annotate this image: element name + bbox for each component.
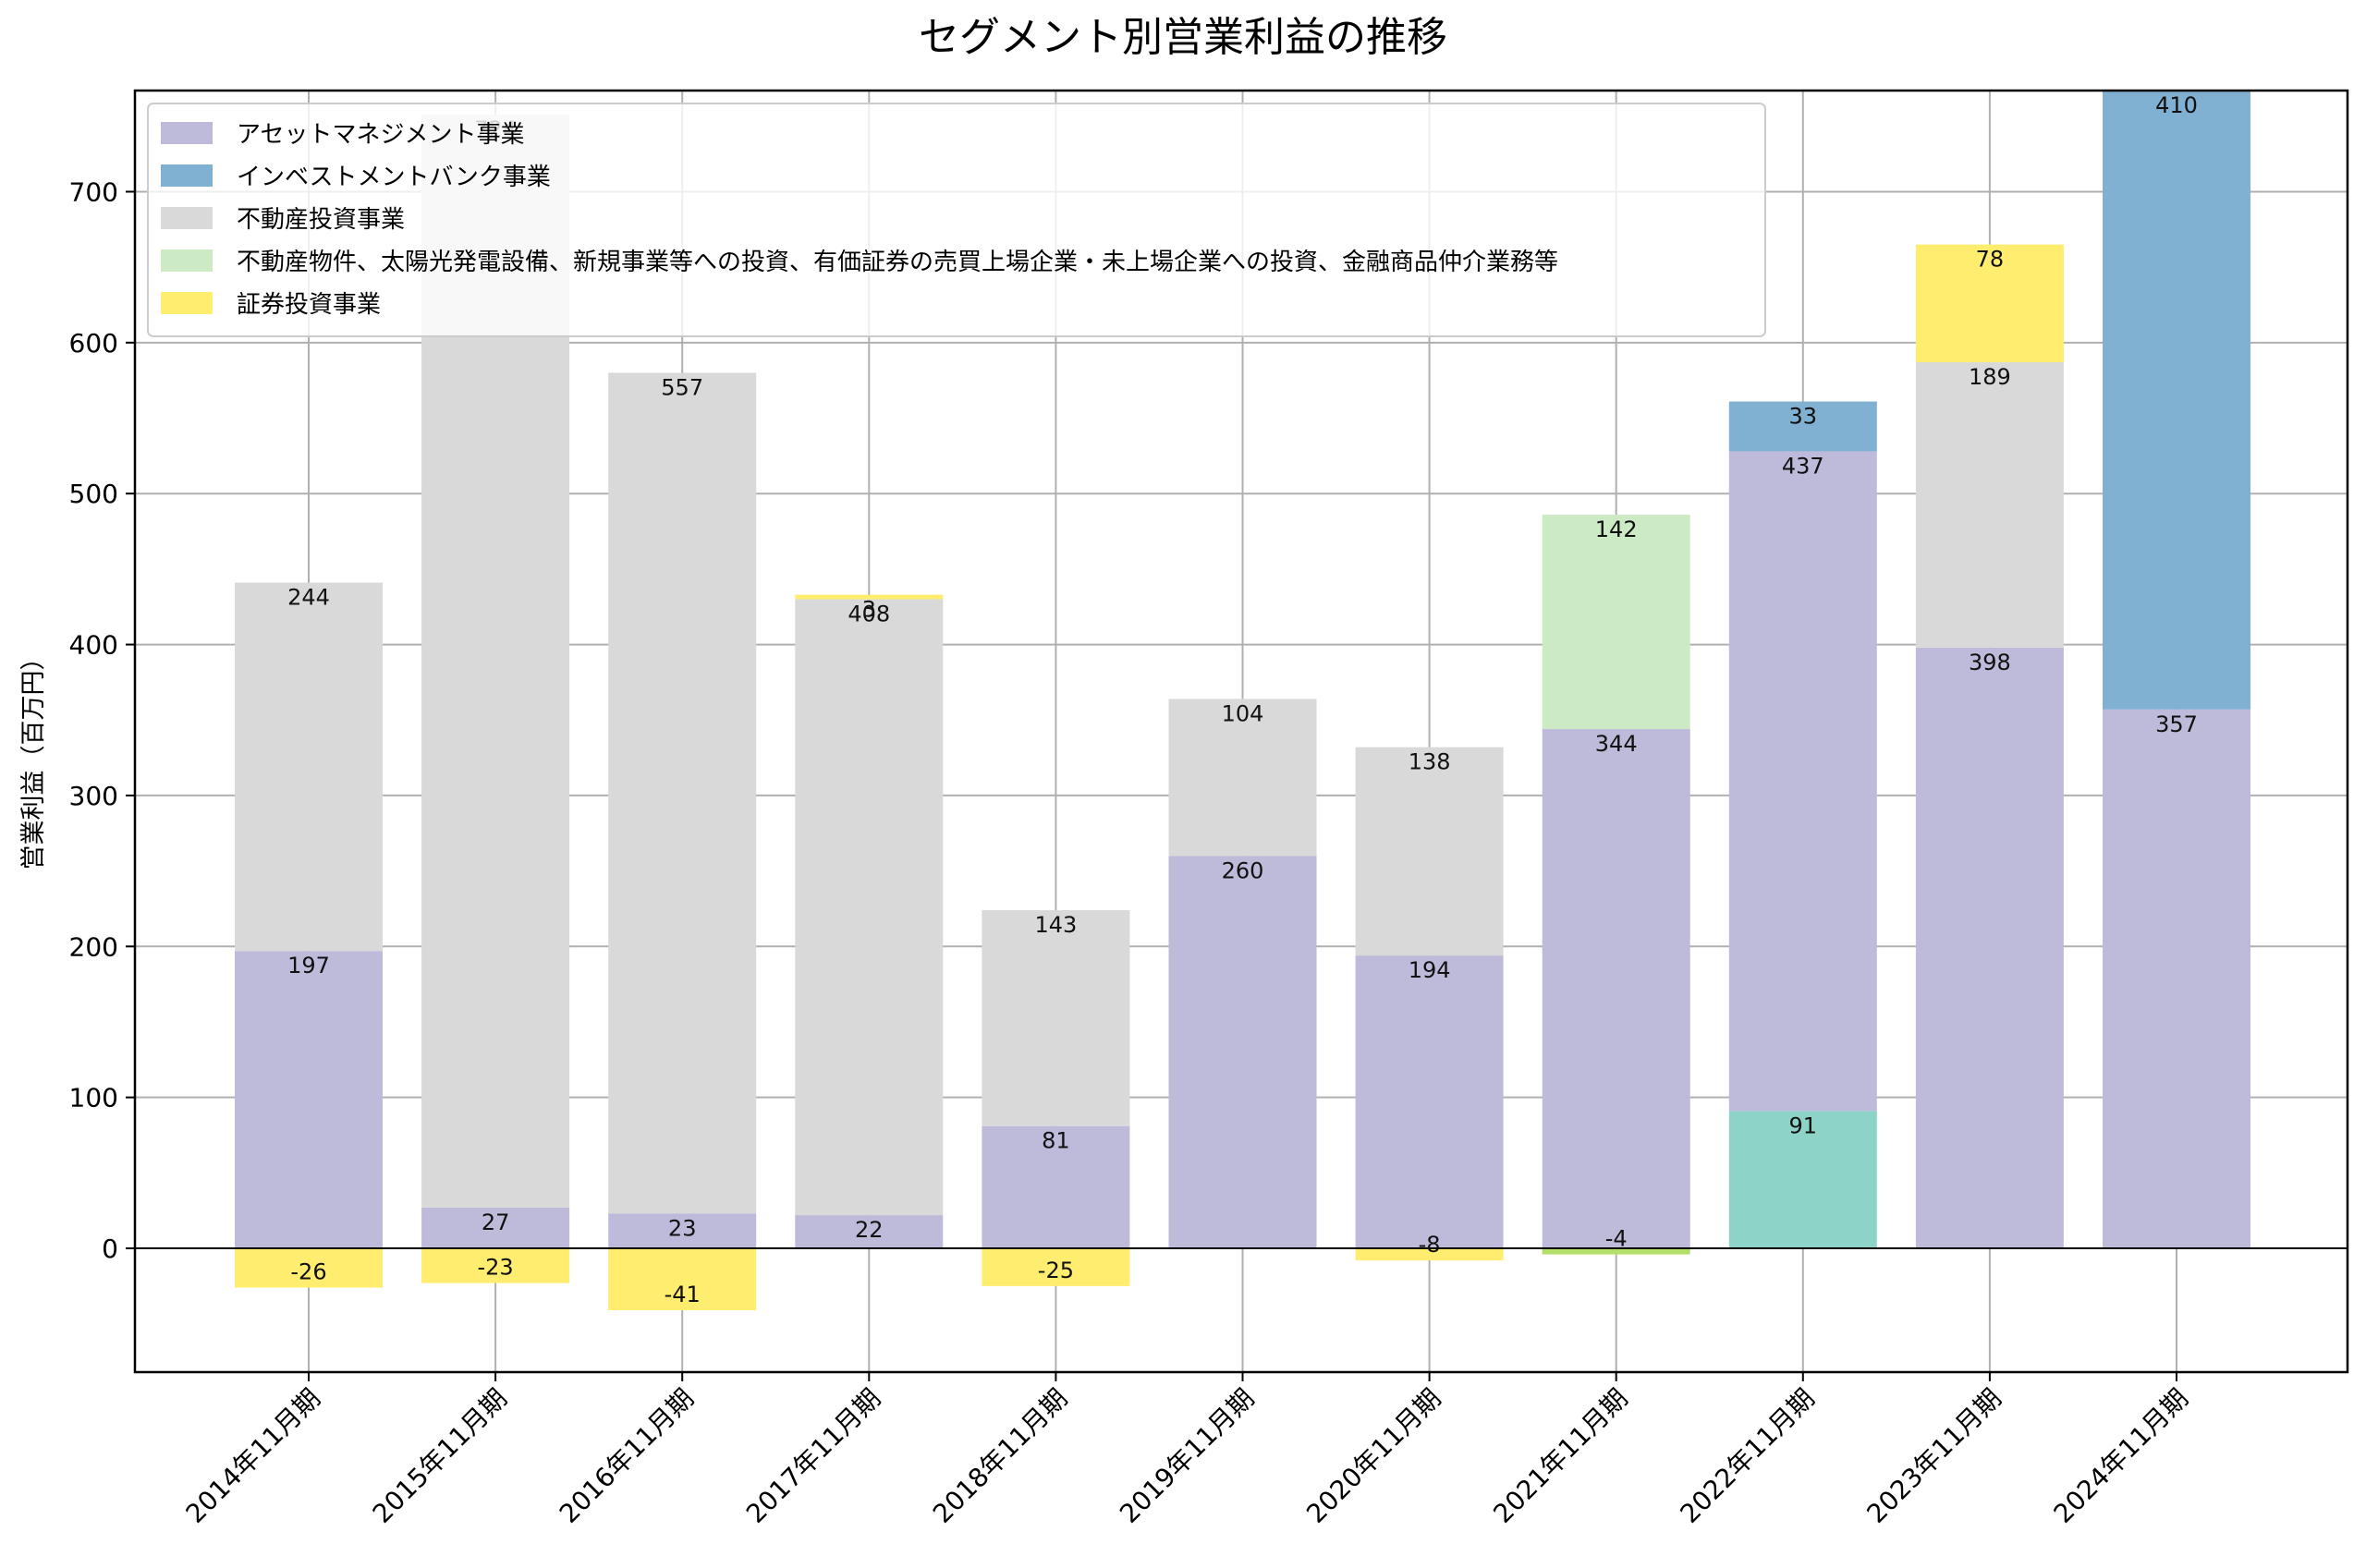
bar-segment: [235, 951, 383, 1249]
x-tick-label: 2017年11月期: [740, 1383, 886, 1529]
x-tick-label: 2023年11月期: [1861, 1383, 2007, 1529]
legend-entry: 不動産物件、太陽光発電設備、新規事業等への投資、有価証券の売買上場企業・未上場企…: [237, 249, 1558, 276]
data-label: 91: [1789, 1112, 1818, 1138]
y-tick-label: 200: [69, 931, 118, 962]
legend: アセットマネジメント事業インベストメントバンク事業不動産投資事業不動産物件、太陽…: [147, 103, 1766, 337]
bar-segment: [1728, 1111, 1877, 1249]
x-tick-label: 2018年11月期: [927, 1383, 1073, 1529]
bar-segment: [982, 1125, 1130, 1249]
bar-segment: [1915, 647, 2064, 1249]
y-tick-label: 700: [69, 176, 118, 207]
bar-segment: [1355, 747, 1504, 956]
plot-frame: [133, 89, 2349, 1374]
data-label: 138: [1409, 749, 1451, 775]
y-tick-label: 500: [69, 479, 118, 509]
legend-swatch: [161, 249, 213, 272]
data-label: 3: [862, 597, 876, 623]
data-label: 410: [2155, 92, 2198, 118]
x-tick-label: 2015年11月期: [367, 1383, 513, 1529]
x-tick-label: 2021年11月期: [1487, 1383, 1633, 1529]
bar-segment: [421, 1207, 570, 1249]
data-label: -23: [477, 1255, 513, 1281]
bar-segment: [1728, 401, 1877, 452]
legend-entry: 証券投資事業: [237, 291, 381, 319]
x-tick-label: 2022年11月期: [1674, 1383, 1820, 1529]
bar-segment: [1355, 955, 1504, 1249]
legend-entry: アセットマネジメント事業: [237, 121, 524, 149]
bar-segment: [1168, 856, 1317, 1249]
bar-segment: [1355, 1248, 1504, 1261]
legend-swatch: [161, 164, 213, 187]
y-tick-label: 100: [69, 1083, 118, 1113]
bar-segment: [795, 594, 944, 600]
data-label: 194: [1409, 957, 1451, 983]
data-label: 142: [1595, 517, 1638, 542]
data-label: -41: [665, 1282, 701, 1307]
bar-segment: [2103, 91, 2250, 710]
chart-title: セグメント別営業利益の推移: [919, 14, 1447, 61]
data-label: 104: [1222, 700, 1264, 726]
legend-box: [147, 103, 1766, 337]
data-label: 344: [1595, 731, 1638, 757]
x-tick-label: 2020年11月期: [1300, 1383, 1446, 1529]
bar-segment: [421, 1248, 570, 1283]
bar-segment: [1728, 451, 1877, 1112]
bar-segment: [1542, 515, 1690, 730]
bar-segment: [1168, 699, 1317, 857]
data-label: 357: [2155, 711, 2198, 737]
y-axis-label: 営業利益（百万円）: [19, 646, 48, 870]
data-label: 78: [1976, 247, 2005, 273]
bar-segment: [608, 1248, 757, 1311]
bar-segment: [1542, 1248, 1690, 1255]
bar-segment: [982, 910, 1130, 1126]
bar-segment: [608, 1213, 757, 1249]
y-tick-label: 0: [102, 1234, 118, 1264]
data-label: 22: [855, 1217, 884, 1243]
data-label: 408: [848, 602, 890, 627]
data-label: 27: [482, 1209, 510, 1235]
data-label: 437: [1782, 453, 1824, 479]
data-label: 557: [661, 374, 703, 400]
data-label: -8: [1419, 1232, 1441, 1258]
data-label: 189: [1969, 364, 2011, 390]
bar-segment: [982, 1248, 1130, 1286]
data-label: 33: [1789, 404, 1818, 430]
bar-segment: [235, 582, 383, 952]
y-tick-label: 600: [69, 328, 118, 359]
bar-segment: [235, 1248, 383, 1288]
legend-entry: 不動産投資事業: [237, 206, 405, 234]
legend-swatch: [161, 122, 213, 144]
bar-layer: [235, 91, 2250, 1311]
bar-segment: [795, 1215, 944, 1249]
legend-swatch: [161, 292, 213, 314]
x-tick-label: 2014年11月期: [180, 1383, 326, 1529]
legend-entry: インベストメントバンク事業: [237, 164, 551, 191]
data-label: -26: [290, 1259, 326, 1285]
data-label: 81: [1042, 1128, 1070, 1154]
data-label: 398: [1969, 650, 2011, 675]
bar-segment: [2103, 709, 2250, 1249]
bar-segment: [795, 599, 944, 1216]
y-tick-label: 300: [69, 781, 118, 811]
data-label: -4: [1605, 1226, 1628, 1252]
x-tick-label: 2019年11月期: [1114, 1383, 1260, 1529]
bar-segment: [1915, 244, 2064, 363]
x-tick-label: 2016年11月期: [554, 1383, 700, 1529]
legend-swatch: [161, 207, 213, 229]
bar-segment: [1915, 362, 2064, 648]
bar-segment: [1542, 729, 1690, 1249]
data-label: 244: [287, 585, 330, 611]
data-label: -25: [1038, 1258, 1074, 1283]
data-label: 23: [668, 1215, 697, 1241]
bar-segment: [608, 372, 757, 1214]
x-tick-label: 2024年11月期: [2048, 1383, 2194, 1529]
data-label: 143: [1034, 912, 1077, 938]
data-label: 197: [287, 953, 330, 978]
y-tick-label: 400: [69, 630, 118, 661]
data-label: 260: [1222, 857, 1264, 883]
